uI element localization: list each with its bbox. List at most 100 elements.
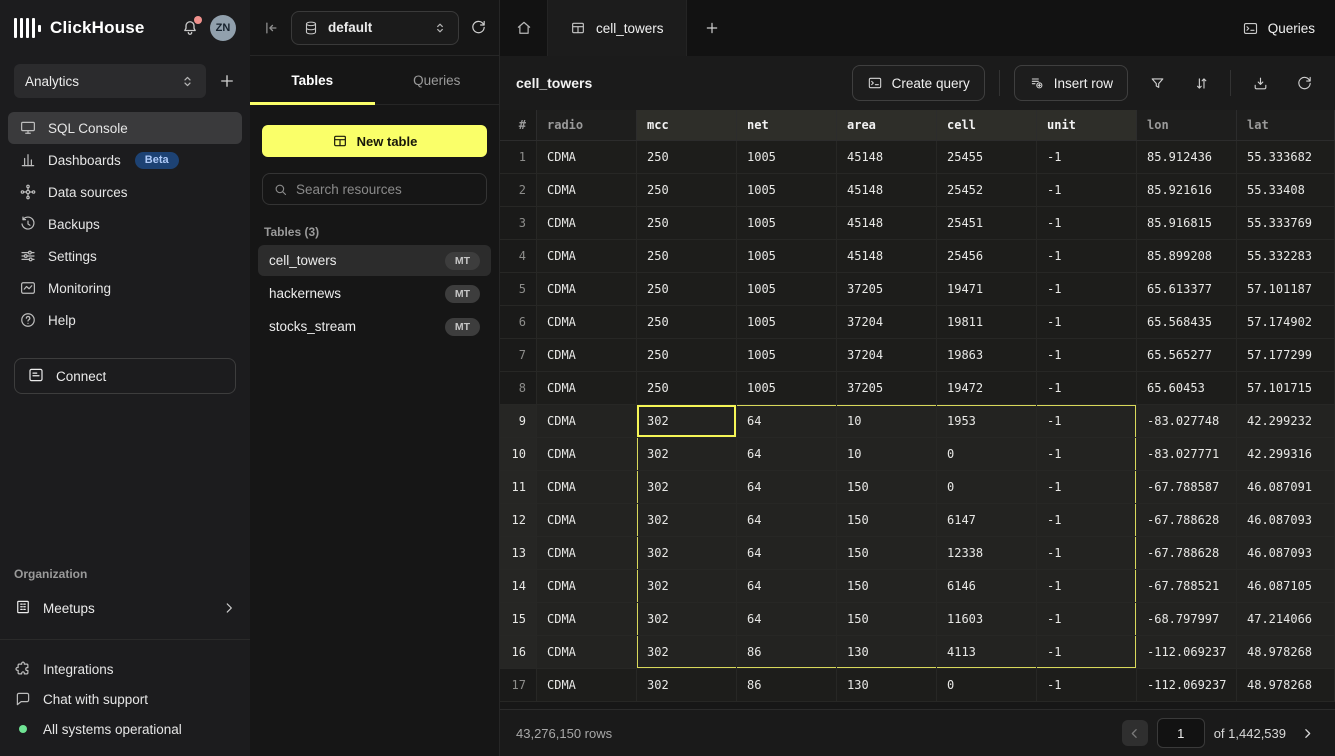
workspace-selector[interactable]: Analytics [14, 64, 206, 98]
table-cell[interactable]: 250 [637, 339, 737, 372]
filter-icon[interactable] [1142, 68, 1172, 98]
table-cell[interactable]: 65.568435 [1137, 306, 1237, 339]
table-cell[interactable]: CDMA [537, 174, 637, 207]
table-cell[interactable]: CDMA [537, 141, 637, 174]
table-cell[interactable]: 1005 [737, 141, 837, 174]
table-cell[interactable]: CDMA [537, 669, 637, 702]
table-cell[interactable]: -1 [1037, 603, 1137, 636]
table-cell[interactable]: 0 [937, 669, 1037, 702]
table-cell[interactable]: 64 [737, 537, 837, 570]
sidebar-item-chat-support[interactable]: Chat with support [14, 684, 236, 714]
next-page-button[interactable] [1295, 721, 1319, 745]
table-cell[interactable]: 42.299316 [1237, 438, 1335, 471]
column-header-mcc[interactable]: mcc [637, 110, 737, 141]
column-header-area[interactable]: area [837, 110, 937, 141]
table-cell[interactable]: 302 [637, 669, 737, 702]
table-cell[interactable]: -1 [1037, 141, 1137, 174]
collapse-panel-icon[interactable] [262, 19, 280, 37]
table-cell[interactable]: 46.087105 [1237, 570, 1335, 603]
table-cell[interactable]: 45148 [837, 240, 937, 273]
list-item-hackernews[interactable]: hackernews MT [258, 278, 491, 309]
table-cell[interactable]: CDMA [537, 438, 637, 471]
table-cell[interactable]: 250 [637, 141, 737, 174]
table-cell[interactable]: 86 [737, 669, 837, 702]
table-cell[interactable]: 57.177299 [1237, 339, 1335, 372]
table-cell[interactable]: -1 [1037, 339, 1137, 372]
table-cell[interactable]: 48.978268 [1237, 636, 1335, 669]
table-cell[interactable]: CDMA [537, 504, 637, 537]
table-cell[interactable]: -68.797997 [1137, 603, 1237, 636]
table-cell[interactable]: 64 [737, 570, 837, 603]
home-tab[interactable] [500, 0, 548, 56]
new-tab-button[interactable] [687, 0, 737, 56]
column-header-unit[interactable]: unit [1037, 110, 1137, 141]
refresh-icon[interactable] [470, 19, 487, 36]
add-workspace-button[interactable] [218, 72, 236, 90]
table-cell[interactable]: 65.613377 [1137, 273, 1237, 306]
table-cell[interactable]: 302 [637, 471, 737, 504]
table-cell[interactable]: 130 [837, 636, 937, 669]
table-cell[interactable]: 65.565277 [1137, 339, 1237, 372]
table-cell[interactable]: 46.087093 [1237, 537, 1335, 570]
table-cell[interactable]: 64 [737, 471, 837, 504]
table-cell[interactable]: CDMA [537, 372, 637, 405]
table-cell[interactable]: 0 [937, 471, 1037, 504]
table-cell[interactable]: 37204 [837, 306, 937, 339]
table-cell[interactable]: -112.069237 [1137, 636, 1237, 669]
table-cell[interactable]: 302 [637, 603, 737, 636]
table-cell[interactable]: 250 [637, 273, 737, 306]
table-cell[interactable]: 10 [837, 405, 937, 438]
refresh-icon[interactable] [1289, 68, 1319, 98]
table-cell[interactable]: 57.101715 [1237, 372, 1335, 405]
table-cell[interactable]: -67.788628 [1137, 537, 1237, 570]
table-cell[interactable]: 19472 [937, 372, 1037, 405]
table-cell[interactable]: -1 [1037, 372, 1137, 405]
table-cell[interactable]: 86 [737, 636, 837, 669]
table-cell[interactable]: 10 [837, 438, 937, 471]
table-cell[interactable]: 64 [737, 438, 837, 471]
table-cell[interactable]: 1005 [737, 339, 837, 372]
table-cell[interactable]: 85.921616 [1137, 174, 1237, 207]
table-cell[interactable]: -1 [1037, 537, 1137, 570]
table-cell[interactable]: 6147 [937, 504, 1037, 537]
table-cell[interactable]: 47.214066 [1237, 603, 1335, 636]
table-cell[interactable]: -1 [1037, 174, 1137, 207]
table-cell[interactable]: -1 [1037, 438, 1137, 471]
table-cell[interactable]: 1953 [937, 405, 1037, 438]
table-cell[interactable]: CDMA [537, 537, 637, 570]
column-header-lat[interactable]: lat [1237, 110, 1335, 141]
page-number-input[interactable] [1156, 718, 1205, 748]
sidebar-item-dashboards[interactable]: Dashboards Beta [8, 144, 242, 176]
table-cell[interactable]: 1005 [737, 306, 837, 339]
download-icon[interactable] [1245, 68, 1275, 98]
table-cell[interactable]: -1 [1037, 669, 1137, 702]
sidebar-item-settings[interactable]: Settings [8, 240, 242, 272]
table-cell[interactable]: 45148 [837, 207, 937, 240]
table-cell[interactable]: -83.027748 [1137, 405, 1237, 438]
queries-button[interactable]: Queries [1222, 0, 1335, 56]
table-cell[interactable]: 1005 [737, 240, 837, 273]
table-cell[interactable]: 1005 [737, 174, 837, 207]
table-cell[interactable]: 25452 [937, 174, 1037, 207]
sidebar-item-meetups[interactable]: Meetups [14, 593, 236, 623]
tab-cell-towers[interactable]: cell_towers [548, 0, 687, 56]
table-cell[interactable]: 150 [837, 504, 937, 537]
table-cell[interactable]: 302 [637, 405, 737, 438]
table-cell[interactable]: CDMA [537, 207, 637, 240]
table-cell[interactable]: 12338 [937, 537, 1037, 570]
tab-queries[interactable]: Queries [413, 72, 461, 88]
tab-tables[interactable]: Tables [250, 56, 375, 105]
avatar[interactable]: ZN [210, 15, 236, 41]
table-cell[interactable]: 250 [637, 240, 737, 273]
table-cell[interactable]: 85.912436 [1137, 141, 1237, 174]
table-cell[interactable]: 0 [937, 438, 1037, 471]
sidebar-item-sql-console[interactable]: SQL Console [8, 112, 242, 144]
table-cell[interactable]: -67.788628 [1137, 504, 1237, 537]
table-cell[interactable]: 65.60453 [1137, 372, 1237, 405]
table-cell[interactable]: -1 [1037, 636, 1137, 669]
table-cell[interactable]: 37205 [837, 273, 937, 306]
sidebar-item-data-sources[interactable]: Data sources [8, 176, 242, 208]
table-cell[interactable]: 19811 [937, 306, 1037, 339]
create-query-button[interactable]: Create query [851, 65, 985, 101]
list-item-cell-towers[interactable]: cell_towers MT [258, 245, 491, 276]
